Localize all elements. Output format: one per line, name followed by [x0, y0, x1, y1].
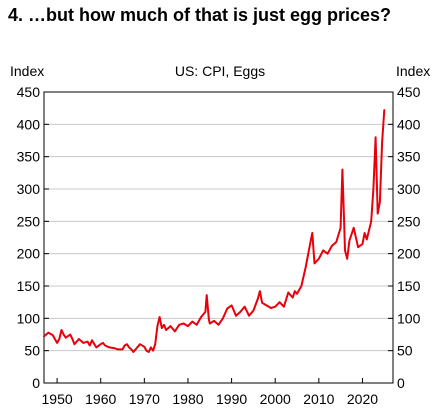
y-tick-label: 250 [397, 213, 421, 229]
y-tick-label: 400 [17, 116, 41, 132]
y-axis-left: 0 50 100 150 200 250 300 350 400 450 [17, 84, 49, 391]
y-tick-label: 50 [24, 343, 40, 359]
y-tick-label: 100 [17, 310, 41, 326]
y-axis-right-label: Index [396, 63, 430, 79]
y-tick-label: 200 [17, 246, 41, 262]
series-line-0 [43, 109, 386, 353]
y-tick-label: 150 [17, 278, 41, 294]
x-tick-label: 1990 [216, 391, 247, 407]
y-tick-label: 150 [397, 278, 421, 294]
x-tick-label: 2020 [347, 391, 378, 407]
chart-title: 4. …but how much of that is just egg pri… [8, 5, 392, 25]
chart-subtitle: US: CPI, Eggs [175, 63, 265, 79]
x-axis: 1950 1960 1970 1980 1990 2000 2010 2020 [42, 378, 378, 407]
y-tick-label: 350 [397, 149, 421, 165]
x-tick-label: 1970 [129, 391, 160, 407]
y-tick-label: 250 [17, 213, 41, 229]
x-tick-label: 1960 [85, 391, 116, 407]
y-tick-label: 50 [397, 343, 413, 359]
y-tick-label: 450 [397, 84, 421, 100]
y-tick-label: 0 [397, 375, 405, 391]
y-tick-label: 400 [397, 116, 421, 132]
y-tick-label: 100 [397, 310, 421, 326]
y-axis-right: 0 50 100 150 200 250 300 350 400 450 [388, 84, 421, 391]
x-tick-label: 1980 [172, 391, 203, 407]
y-tick-label: 200 [397, 246, 421, 262]
x-tick-label: 2010 [303, 391, 334, 407]
y-tick-label: 300 [17, 181, 41, 197]
y-tick-label: 350 [17, 149, 41, 165]
y-axis-left-label: Index [10, 63, 44, 79]
y-tick-label: 0 [32, 375, 40, 391]
y-tick-label: 300 [397, 181, 421, 197]
x-tick-label: 1950 [42, 391, 73, 407]
gridlines [44, 123, 393, 352]
y-tick-label: 450 [17, 84, 41, 100]
x-tick-label: 2000 [260, 391, 291, 407]
series-layer [43, 109, 386, 353]
plot-frame [43, 91, 394, 384]
